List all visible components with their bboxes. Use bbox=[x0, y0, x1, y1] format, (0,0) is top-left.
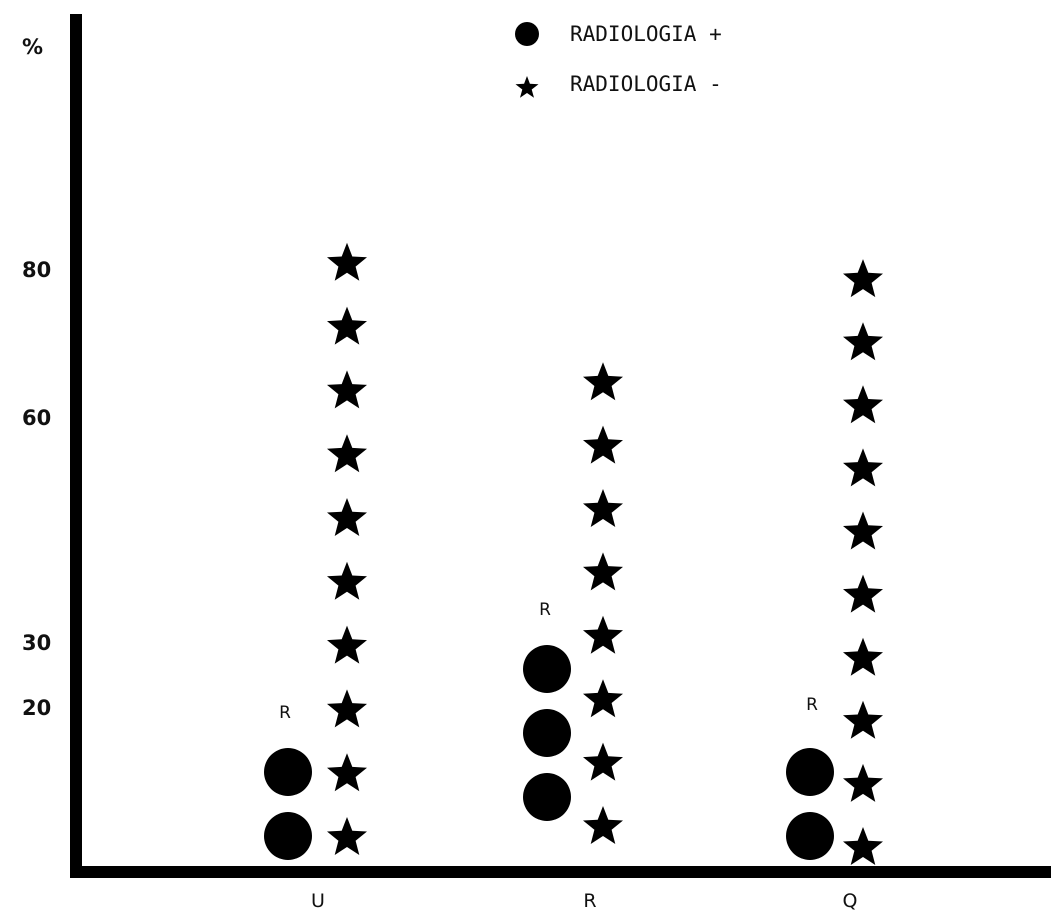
star-marker bbox=[843, 574, 883, 613]
star-marker bbox=[327, 753, 367, 792]
star-marker bbox=[583, 425, 623, 464]
star-marker bbox=[583, 679, 623, 718]
star-marker bbox=[583, 806, 623, 844]
legend-label: RADIOLOGIA - bbox=[570, 72, 722, 96]
y-axis bbox=[70, 14, 82, 876]
circle-marker bbox=[264, 812, 312, 860]
legend-label: RADIOLOGIA + bbox=[570, 22, 722, 46]
star-marker bbox=[843, 385, 883, 424]
circle-marker bbox=[523, 773, 571, 821]
star-marker bbox=[583, 615, 623, 654]
star-marker bbox=[327, 817, 367, 855]
circle-marker bbox=[264, 748, 312, 796]
star-marker bbox=[583, 552, 623, 591]
legend-circle-marker bbox=[515, 22, 539, 46]
star-marker bbox=[843, 448, 883, 487]
legend: RADIOLOGIA + RADIOLOGIA - bbox=[515, 22, 722, 98]
annotation-label: R bbox=[279, 703, 291, 723]
star-marker bbox=[843, 322, 883, 361]
star-marker bbox=[843, 827, 883, 865]
star-marker bbox=[843, 511, 883, 550]
star-marker bbox=[327, 689, 367, 728]
star-marker bbox=[327, 370, 367, 409]
star-marker bbox=[843, 259, 883, 298]
x-category-label: U bbox=[311, 890, 325, 912]
star-marker bbox=[327, 498, 367, 536]
y-tick-label: 20 bbox=[22, 696, 51, 720]
star-marker bbox=[843, 637, 883, 676]
circle-marker bbox=[523, 709, 571, 757]
circle-marker bbox=[523, 645, 571, 693]
annotation-label: R bbox=[539, 600, 551, 620]
y-axis-label: % bbox=[22, 35, 43, 59]
annotation-label: R bbox=[806, 695, 818, 715]
star-marker bbox=[843, 763, 883, 802]
x-category-label: R bbox=[583, 890, 596, 912]
circle-marker bbox=[786, 748, 834, 796]
y-tick-label: 60 bbox=[22, 406, 51, 430]
circle-marker bbox=[786, 812, 834, 860]
y-tick-label: 30 bbox=[22, 631, 51, 655]
star-marker bbox=[583, 362, 623, 401]
star-marker bbox=[327, 306, 367, 345]
data-marks bbox=[264, 242, 883, 865]
star-marker bbox=[327, 625, 367, 664]
x-axis bbox=[70, 866, 1051, 878]
x-category-label: Q bbox=[843, 890, 858, 912]
y-tick-label: 80 bbox=[22, 258, 51, 282]
star-marker bbox=[843, 700, 883, 739]
legend-star-marker bbox=[515, 76, 539, 98]
star-marker bbox=[327, 434, 367, 473]
star-marker bbox=[583, 489, 623, 527]
star-marker bbox=[583, 742, 623, 781]
star-marker bbox=[327, 561, 367, 600]
star-marker bbox=[327, 242, 367, 281]
